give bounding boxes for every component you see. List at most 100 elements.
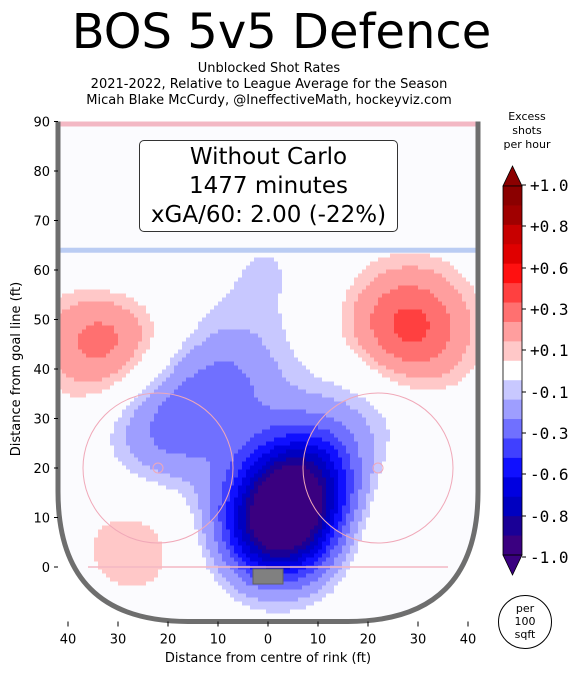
heat-cell xyxy=(262,513,266,518)
heat-cell xyxy=(406,325,410,330)
heat-cell xyxy=(370,333,374,338)
heat-cell xyxy=(338,505,342,510)
heat-cell xyxy=(202,513,206,518)
heat-cell xyxy=(366,481,370,486)
heat-cell xyxy=(114,301,118,306)
heat-cell xyxy=(170,373,174,378)
heat-cell xyxy=(218,389,222,394)
heat-cell xyxy=(86,293,90,298)
heat-cell xyxy=(362,477,366,482)
heat-cell xyxy=(274,381,278,386)
heat-cell xyxy=(254,597,258,602)
heat-cell xyxy=(346,505,350,510)
heat-cell xyxy=(162,477,166,482)
heat-cell xyxy=(142,389,146,394)
heat-cell xyxy=(222,473,226,478)
heat-cell xyxy=(286,589,290,594)
heat-cell xyxy=(114,349,118,354)
heat-cell xyxy=(94,361,98,366)
heat-cell xyxy=(390,289,394,294)
heat-cell xyxy=(206,561,210,566)
heat-cell xyxy=(242,285,246,290)
heat-cell xyxy=(270,405,274,410)
heat-cell xyxy=(374,325,378,330)
heat-cell xyxy=(258,489,262,494)
heat-cell xyxy=(226,305,230,310)
heat-cell xyxy=(154,381,158,386)
heat-cell xyxy=(278,481,282,486)
heat-cell xyxy=(262,361,266,366)
heat-cell xyxy=(290,585,294,590)
heat-cell xyxy=(234,281,238,286)
heat-cell xyxy=(194,457,198,462)
heat-cell xyxy=(322,421,326,426)
heat-cell xyxy=(326,501,330,506)
heat-cell xyxy=(170,461,174,466)
heat-cell xyxy=(290,509,294,514)
heat-cell xyxy=(246,345,250,350)
heat-cell xyxy=(306,521,310,526)
heat-cell xyxy=(254,505,258,510)
heat-cell xyxy=(334,521,338,526)
heat-cell xyxy=(302,385,306,390)
heat-cell xyxy=(422,253,426,258)
heat-cell xyxy=(190,389,194,394)
heat-cell xyxy=(190,425,194,430)
heat-cell xyxy=(66,333,70,338)
heat-cell xyxy=(298,361,302,366)
heat-cell xyxy=(86,349,90,354)
heat-cell xyxy=(234,581,238,586)
heat-cell xyxy=(190,493,194,498)
heat-cell xyxy=(254,345,258,350)
heat-cell xyxy=(98,341,102,346)
heat-cell xyxy=(306,541,310,546)
heat-cell xyxy=(182,429,186,434)
heat-cell xyxy=(134,521,138,526)
heat-cell xyxy=(306,429,310,434)
heat-cell xyxy=(194,373,198,378)
heat-cell xyxy=(298,601,302,606)
heat-cell xyxy=(138,545,142,550)
heat-cell xyxy=(142,549,146,554)
heat-cell xyxy=(358,401,362,406)
heat-cell xyxy=(278,545,282,550)
heat-cell xyxy=(230,385,234,390)
heat-cell xyxy=(378,309,382,314)
heat-cell xyxy=(358,469,362,474)
heat-cell xyxy=(242,393,246,398)
heat-cell xyxy=(226,457,230,462)
heat-cell xyxy=(250,377,254,382)
heat-cell xyxy=(270,605,274,610)
heat-cell xyxy=(202,477,206,482)
heat-cell xyxy=(266,409,270,414)
heat-cell xyxy=(274,437,278,442)
heat-cell xyxy=(410,353,414,358)
heat-cell xyxy=(110,365,114,370)
heat-cell xyxy=(350,397,354,402)
heat-cell xyxy=(386,361,390,366)
heat-cell xyxy=(402,325,406,330)
heat-cell xyxy=(78,293,82,298)
heat-cell xyxy=(182,441,186,446)
heat-cell xyxy=(162,401,166,406)
heat-cell xyxy=(258,385,262,390)
heat-cell xyxy=(414,309,418,314)
heat-cell xyxy=(266,549,270,554)
heat-cell xyxy=(246,373,250,378)
heat-cell xyxy=(62,337,66,342)
heat-cell xyxy=(378,349,382,354)
heat-cell xyxy=(274,473,278,478)
heat-cell xyxy=(102,369,106,374)
heat-cell xyxy=(246,577,250,582)
heat-cell xyxy=(426,313,430,318)
heat-cell xyxy=(234,557,238,562)
heat-cell xyxy=(250,285,254,290)
heat-cell xyxy=(218,529,222,534)
heat-cell xyxy=(334,493,338,498)
heat-cell xyxy=(218,401,222,406)
heat-cell xyxy=(310,409,314,414)
heat-cell xyxy=(130,581,134,586)
heat-cell xyxy=(258,361,262,366)
heat-cell xyxy=(322,465,326,470)
heat-cell xyxy=(286,417,290,422)
